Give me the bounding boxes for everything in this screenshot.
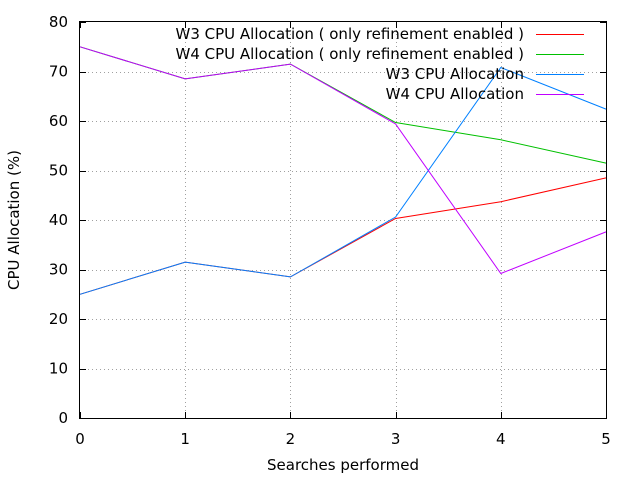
- y-tick-label: 60: [49, 112, 68, 130]
- x-axis-label: Searches performed: [267, 456, 419, 474]
- plot-frame: [79, 21, 607, 419]
- series-line-2: [79, 46, 607, 164]
- grid-lines: [80, 22, 606, 418]
- y-tick-label: 20: [49, 310, 68, 328]
- y-tick-label: 80: [49, 13, 68, 31]
- axis-ticks: [80, 22, 607, 419]
- y-tick-label: 30: [49, 261, 68, 279]
- x-tick-label: 0: [75, 430, 85, 448]
- legend-entry-label: W4 CPU Allocation ( only refinement enab…: [176, 45, 524, 63]
- legend-entry-label: W3 CPU Allocation ( only refinement enab…: [176, 25, 524, 43]
- series-lines: [79, 46, 607, 295]
- y-tick-label: 40: [49, 211, 68, 229]
- legend-entry-label: W4 CPU Allocation: [386, 85, 524, 103]
- series-line-4: [79, 46, 607, 275]
- x-tick-label: 3: [391, 430, 401, 448]
- y-tick-label: 50: [49, 162, 68, 180]
- x-tick-label: 4: [496, 430, 506, 448]
- series-line-3: [79, 66, 607, 295]
- y-tick-labels: 0 10 20 30 40 50 60 70 80: [49, 13, 68, 427]
- y-axis-label: CPU Allocation (%): [5, 150, 23, 290]
- x-tick-label: 5: [601, 430, 611, 448]
- series-line-1: [79, 177, 607, 295]
- y-tick-label: 0: [58, 409, 68, 427]
- legend-entry-label: W3 CPU Allocation: [386, 65, 524, 83]
- y-tick-label: 70: [49, 63, 68, 81]
- x-tick-labels: 0 1 2 3 4 5: [75, 430, 611, 448]
- x-tick-label: 2: [286, 430, 296, 448]
- y-tick-label: 10: [49, 360, 68, 378]
- legend: W3 CPU Allocation ( only refinement enab…: [176, 25, 584, 103]
- x-tick-label: 1: [180, 430, 190, 448]
